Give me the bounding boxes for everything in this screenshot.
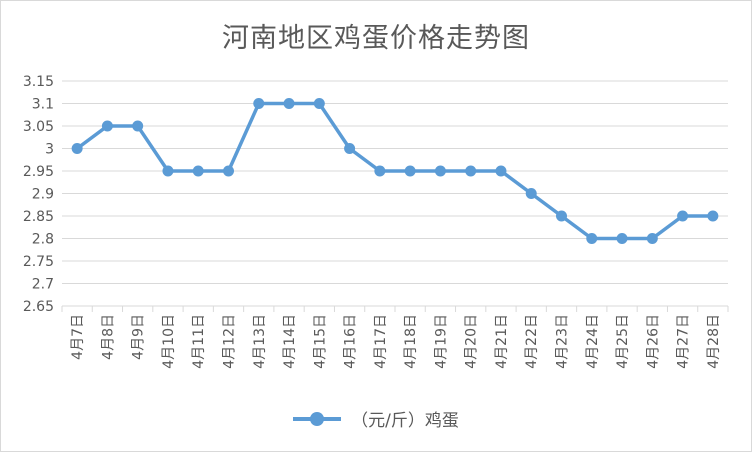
data-point xyxy=(223,165,234,177)
data-point xyxy=(434,165,446,177)
data-point xyxy=(495,165,507,177)
x-tick-label: 4月19日 xyxy=(433,314,449,369)
x-tick-label: 4月15日 xyxy=(312,314,328,369)
x-tick-label: 4月27日 xyxy=(676,314,692,369)
data-point xyxy=(586,233,598,244)
data-point xyxy=(677,210,689,222)
x-tick-label: 4月20日 xyxy=(464,314,480,369)
data-point xyxy=(101,120,113,132)
x-tick-label: 4月18日 xyxy=(403,314,419,369)
data-point xyxy=(283,98,295,109)
x-tick-label: 4月25日 xyxy=(615,314,631,369)
data-point xyxy=(404,165,416,177)
chart-title: 河南地区鸡蛋价格走势图 xyxy=(222,23,530,54)
x-tick-label: 4月28日 xyxy=(706,314,722,369)
y-tick-label: 2.9 xyxy=(32,187,54,203)
x-tick-label: 4月13日 xyxy=(252,314,268,369)
data-point xyxy=(253,98,265,109)
series-line xyxy=(76,101,713,241)
data-point xyxy=(616,233,628,244)
x-tick-label: 4月7日 xyxy=(70,314,86,360)
data-point xyxy=(556,210,567,222)
legend: （元/斤）鸡蛋 xyxy=(0,406,752,431)
data-point xyxy=(71,143,83,154)
x-tick-label: 4月14日 xyxy=(282,314,298,369)
y-tick-label: 3.1 xyxy=(32,97,54,113)
x-tick-label: 4月10日 xyxy=(161,314,177,369)
data-point xyxy=(162,165,174,177)
y-tick-label: 2.95 xyxy=(23,164,54,180)
x-tick-label: 4月26日 xyxy=(645,314,661,369)
y-tick-label: 2.65 xyxy=(23,299,54,315)
data-point xyxy=(374,165,386,177)
x-tick-label: 4月24日 xyxy=(585,314,601,369)
y-tick-label: 3.15 xyxy=(23,74,54,90)
data-point xyxy=(192,165,204,177)
y-tick-label: 2.8 xyxy=(32,232,54,248)
data-point xyxy=(132,120,144,132)
data-point xyxy=(646,233,658,244)
y-tick-label: 2.7 xyxy=(32,277,54,293)
x-tick-label: 4月12日 xyxy=(222,314,238,369)
data-point xyxy=(465,165,477,177)
y-tick-label: 3.05 xyxy=(23,119,54,135)
x-tick-label: 4月11日 xyxy=(191,314,207,369)
data-point xyxy=(313,98,325,109)
x-tick-label: 4月9日 xyxy=(131,314,147,360)
data-point xyxy=(344,143,356,154)
legend-label: （元/斤）鸡蛋 xyxy=(351,411,459,431)
y-tick-label: 2.75 xyxy=(23,254,54,270)
y-tick-label: 2.85 xyxy=(23,209,54,225)
y-tick-label: 3 xyxy=(45,142,54,158)
x-tick-label: 4月23日 xyxy=(555,314,571,369)
x-tick-label: 4月21日 xyxy=(494,314,510,369)
legend-swatch xyxy=(293,411,342,426)
x-tick-label: 4月22日 xyxy=(524,314,540,369)
x-tick-label: 4月8日 xyxy=(100,314,116,360)
x-tick-label: 4月17日 xyxy=(373,314,389,369)
x-tick-label: 4月16日 xyxy=(343,314,359,369)
data-point xyxy=(525,188,537,199)
data-point xyxy=(707,210,719,222)
